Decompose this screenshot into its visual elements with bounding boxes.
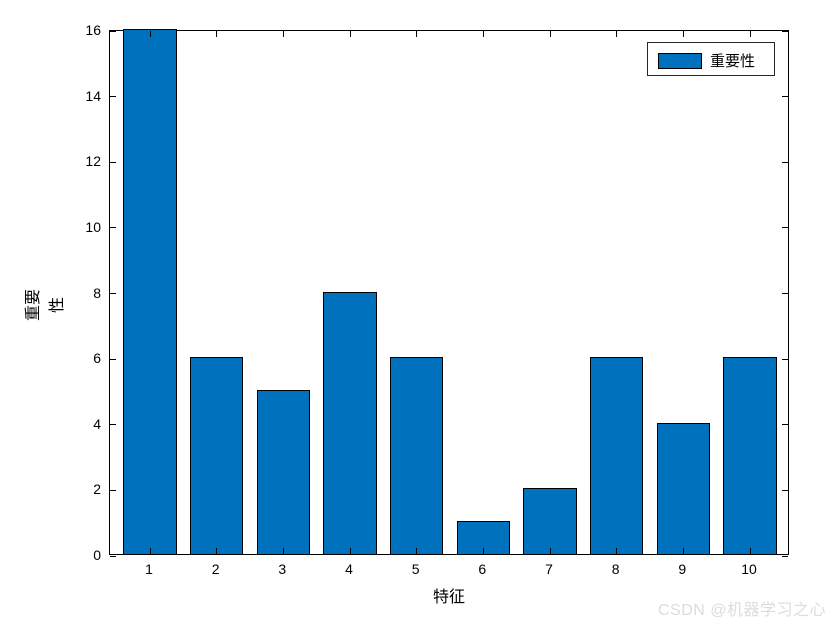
- x-tick-label: 4: [329, 561, 369, 577]
- y-tick: [782, 162, 788, 163]
- x-tick-label: 9: [662, 561, 702, 577]
- y-tick: [782, 31, 788, 32]
- x-tick: [216, 548, 217, 554]
- x-tick: [616, 548, 617, 554]
- plot-area: [109, 30, 789, 555]
- x-tick: [483, 548, 484, 554]
- legend-label: 重要性: [710, 50, 755, 71]
- x-axis-label: 特征: [409, 583, 489, 607]
- x-tick-label: 2: [196, 561, 236, 577]
- x-tick: [750, 31, 751, 37]
- y-tick: [110, 162, 116, 163]
- x-tick: [550, 548, 551, 554]
- y-tick-label: 2: [65, 481, 101, 497]
- y-tick-label: 12: [65, 153, 101, 169]
- y-tick-label: 10: [65, 219, 101, 235]
- bar: [323, 292, 376, 555]
- y-tick: [782, 556, 788, 557]
- chart-container: 重要性 特征 重要性 CSDN @机器学习之心 1234567891002468…: [0, 0, 840, 630]
- bar: [723, 357, 776, 554]
- x-tick-label: 7: [529, 561, 569, 577]
- y-tick-label: 6: [65, 350, 101, 366]
- x-tick: [416, 548, 417, 554]
- y-tick: [110, 227, 116, 228]
- y-tick: [110, 424, 116, 425]
- bar: [657, 423, 710, 554]
- x-tick: [750, 548, 751, 554]
- bar: [390, 357, 443, 554]
- x-tick-label: 1: [129, 561, 169, 577]
- x-tick-label: 5: [396, 561, 436, 577]
- y-tick: [110, 490, 116, 491]
- watermark-text: CSDN @机器学习之心: [658, 596, 826, 620]
- y-tick-label: 14: [65, 88, 101, 104]
- x-tick: [350, 548, 351, 554]
- x-tick: [483, 31, 484, 37]
- y-axis-label: 重要性: [19, 285, 67, 325]
- x-tick-label: 6: [462, 561, 502, 577]
- x-tick: [416, 31, 417, 37]
- y-tick: [110, 359, 116, 360]
- x-tick: [683, 31, 684, 37]
- x-tick: [616, 31, 617, 37]
- bar: [257, 390, 310, 554]
- x-tick: [150, 548, 151, 554]
- x-tick: [150, 31, 151, 37]
- y-tick: [110, 96, 116, 97]
- y-tick: [110, 293, 116, 294]
- y-tick-label: 16: [65, 22, 101, 38]
- bar: [190, 357, 243, 554]
- bar: [590, 357, 643, 554]
- bar: [123, 29, 176, 554]
- y-tick: [782, 424, 788, 425]
- y-tick: [782, 96, 788, 97]
- legend: 重要性: [647, 42, 775, 76]
- x-tick-label: 10: [729, 561, 769, 577]
- x-tick-label: 3: [262, 561, 302, 577]
- x-tick-label: 8: [596, 561, 636, 577]
- y-tick: [782, 227, 788, 228]
- y-tick: [110, 556, 116, 557]
- x-tick: [283, 31, 284, 37]
- x-tick: [683, 548, 684, 554]
- y-tick-label: 0: [65, 547, 101, 563]
- y-tick: [782, 359, 788, 360]
- legend-swatch: [658, 53, 702, 69]
- x-tick: [283, 548, 284, 554]
- bar: [523, 488, 576, 554]
- y-tick-label: 4: [65, 416, 101, 432]
- y-tick: [110, 31, 116, 32]
- y-tick-label: 8: [65, 285, 101, 301]
- y-tick: [782, 293, 788, 294]
- x-tick: [350, 31, 351, 37]
- y-tick: [782, 490, 788, 491]
- x-tick: [550, 31, 551, 37]
- x-tick: [216, 31, 217, 37]
